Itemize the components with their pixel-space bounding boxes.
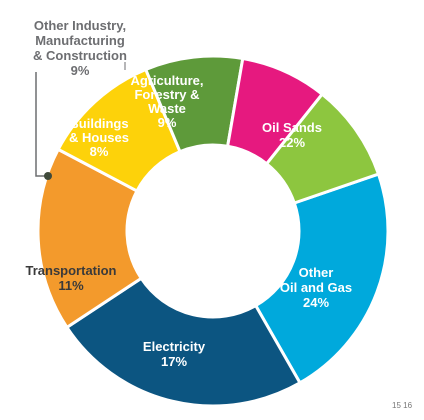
slice-label-2: Electricity 17% <box>143 339 206 369</box>
slice-label-line: Waste <box>148 101 186 116</box>
slice-label-line: 22% <box>279 135 305 150</box>
slice-label-5: Buildings & Houses 8% <box>69 116 129 159</box>
slice-label-line: 9% <box>158 115 177 130</box>
slice-label-line: Forestry & <box>134 87 199 102</box>
slice-label-line: Other Industry, <box>34 18 126 33</box>
page-numbers: 15 16 <box>392 401 413 410</box>
slice-label-line: Other <box>299 265 334 280</box>
slice-6 <box>265 92 380 205</box>
leader-dot <box>44 172 52 180</box>
slice-label-line: 17% <box>161 354 187 369</box>
slice-label-line: 9% <box>71 63 90 78</box>
slice-0 <box>254 172 390 385</box>
chart-labels: Oil Sands 22% Other Oil and Gas 24% Electrici… <box>25 18 352 369</box>
slice-label-line: Oil and Gas <box>280 280 352 295</box>
slice-1 <box>65 276 302 408</box>
slice-label-line: Buildings <box>69 116 128 131</box>
slice-label-line: Agriculture, <box>131 73 204 88</box>
slice-label-0: Oil Sands 22% <box>262 120 322 150</box>
slice-label-line: 8% <box>90 144 109 159</box>
slice-label-4: Other Industry, Manufacturing & Constructi… <box>33 18 127 78</box>
slice-label-line: & Houses <box>69 130 129 145</box>
slice-label-line: Transportation <box>25 263 116 278</box>
chart-slices <box>36 54 390 408</box>
leader-line-path <box>35 72 48 177</box>
slice-label-line: Manufacturing <box>35 33 125 48</box>
slice-label-line: 11% <box>58 278 84 293</box>
slice-label-line: Electricity <box>143 339 206 354</box>
slice-2 <box>36 147 143 329</box>
slice-label-line: & Construction <box>33 48 127 63</box>
slice-label-line: Oil Sands <box>262 120 322 135</box>
leader-line <box>35 62 126 180</box>
slice-label-line: 24% <box>303 295 329 310</box>
slice-label-3: Transportation 11% <box>25 263 116 293</box>
slice-label-6: Agriculture, Forestry & Waste 9% <box>131 73 204 130</box>
slice-label-1: Other Oil and Gas 24% <box>280 265 352 310</box>
